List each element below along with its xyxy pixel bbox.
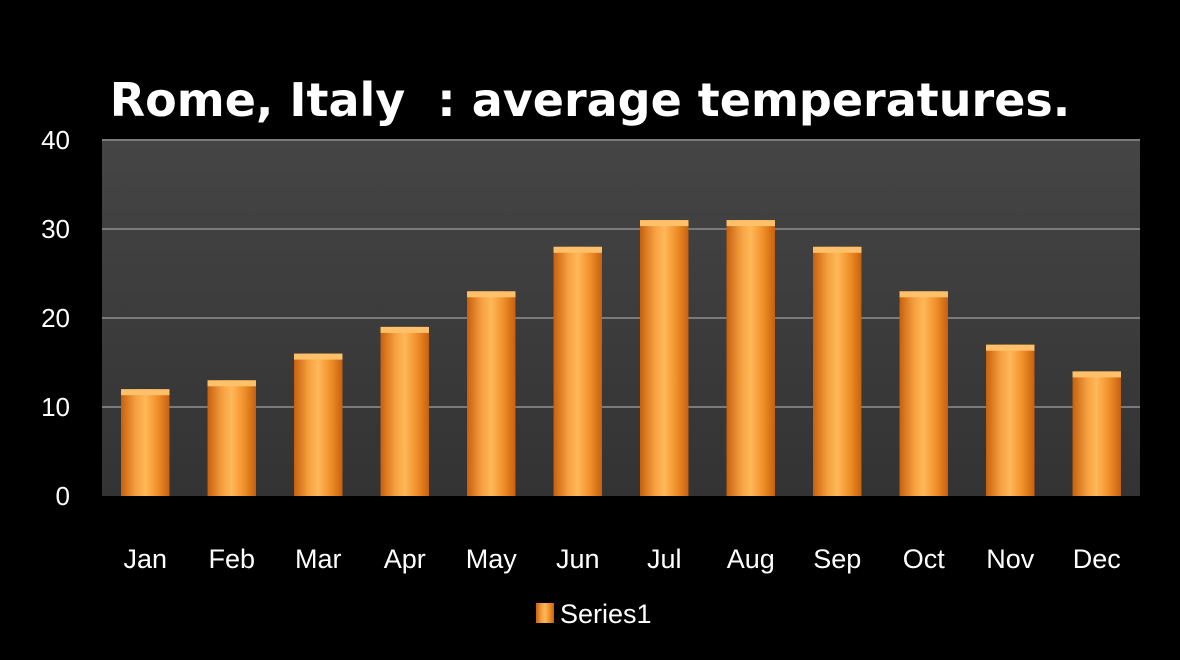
x-tick-label: May [466, 544, 518, 574]
y-tick-label: 20 [41, 303, 70, 333]
bar-top-highlight [207, 380, 256, 387]
bar [726, 220, 775, 496]
bar-jun [553, 246, 602, 496]
bar [380, 326, 429, 496]
bar-oct [899, 291, 948, 496]
x-axis-category-labels: Jan Feb Mar Apr May Jun Jul Aug Sep Oct Nov Dec [123, 544, 1120, 574]
x-tick-label: Jun [556, 544, 600, 574]
y-tick-label: 10 [41, 392, 70, 422]
x-tick-label: Mar [295, 544, 342, 574]
bar-top-highlight [294, 353, 343, 360]
y-tick-label: 30 [41, 214, 70, 244]
bar-top-highlight [899, 291, 948, 298]
bar-top-highlight [553, 246, 602, 253]
bar [640, 220, 689, 496]
bar-aug [726, 220, 775, 496]
x-tick-label: Aug [727, 544, 775, 574]
bar-dec [1072, 371, 1121, 496]
bar-top-highlight [1072, 371, 1121, 378]
bar-mar [294, 353, 343, 496]
gridlines [102, 139, 1140, 408]
bar-may [467, 291, 516, 496]
bar [813, 246, 862, 496]
x-tick-label: Dec [1073, 544, 1121, 574]
bar-sep [813, 246, 862, 496]
bar-apr [380, 326, 429, 496]
bar-top-highlight [380, 326, 429, 333]
x-tick-label: Oct [903, 544, 946, 574]
bar-jul [640, 220, 689, 496]
x-tick-label: Jul [647, 544, 682, 574]
bar [553, 246, 602, 496]
y-axis-tick-labels: 0 10 20 30 40 [41, 125, 70, 511]
x-tick-label: Nov [986, 544, 1035, 574]
bar-top-highlight [640, 220, 689, 227]
bar-top-highlight [467, 291, 516, 298]
legend: Series1 [536, 599, 652, 629]
bar [207, 380, 256, 496]
bar-top-highlight [813, 246, 862, 253]
bar-jan [121, 389, 170, 496]
bar [1072, 371, 1121, 496]
x-tick-label: Sep [813, 544, 861, 574]
bars [121, 220, 1121, 496]
bar-top-highlight [121, 389, 170, 396]
bar [467, 291, 516, 496]
bar [899, 291, 948, 496]
legend-label-series1: Series1 [560, 599, 652, 629]
bar-top-highlight [986, 344, 1035, 351]
bar [294, 353, 343, 496]
bar-nov [986, 344, 1035, 496]
x-tick-label: Feb [208, 544, 255, 574]
y-tick-label: 40 [41, 125, 70, 155]
x-tick-label: Jan [123, 544, 167, 574]
legend-swatch-series1 [536, 603, 554, 623]
x-tick-label: Apr [384, 544, 426, 574]
bar-top-highlight [726, 220, 775, 227]
bar [986, 344, 1035, 496]
bar [121, 389, 170, 496]
chart-title: Rome, Italy : average temperatures. [110, 73, 1071, 127]
y-tick-label: 0 [56, 481, 70, 511]
bar-feb [207, 380, 256, 496]
